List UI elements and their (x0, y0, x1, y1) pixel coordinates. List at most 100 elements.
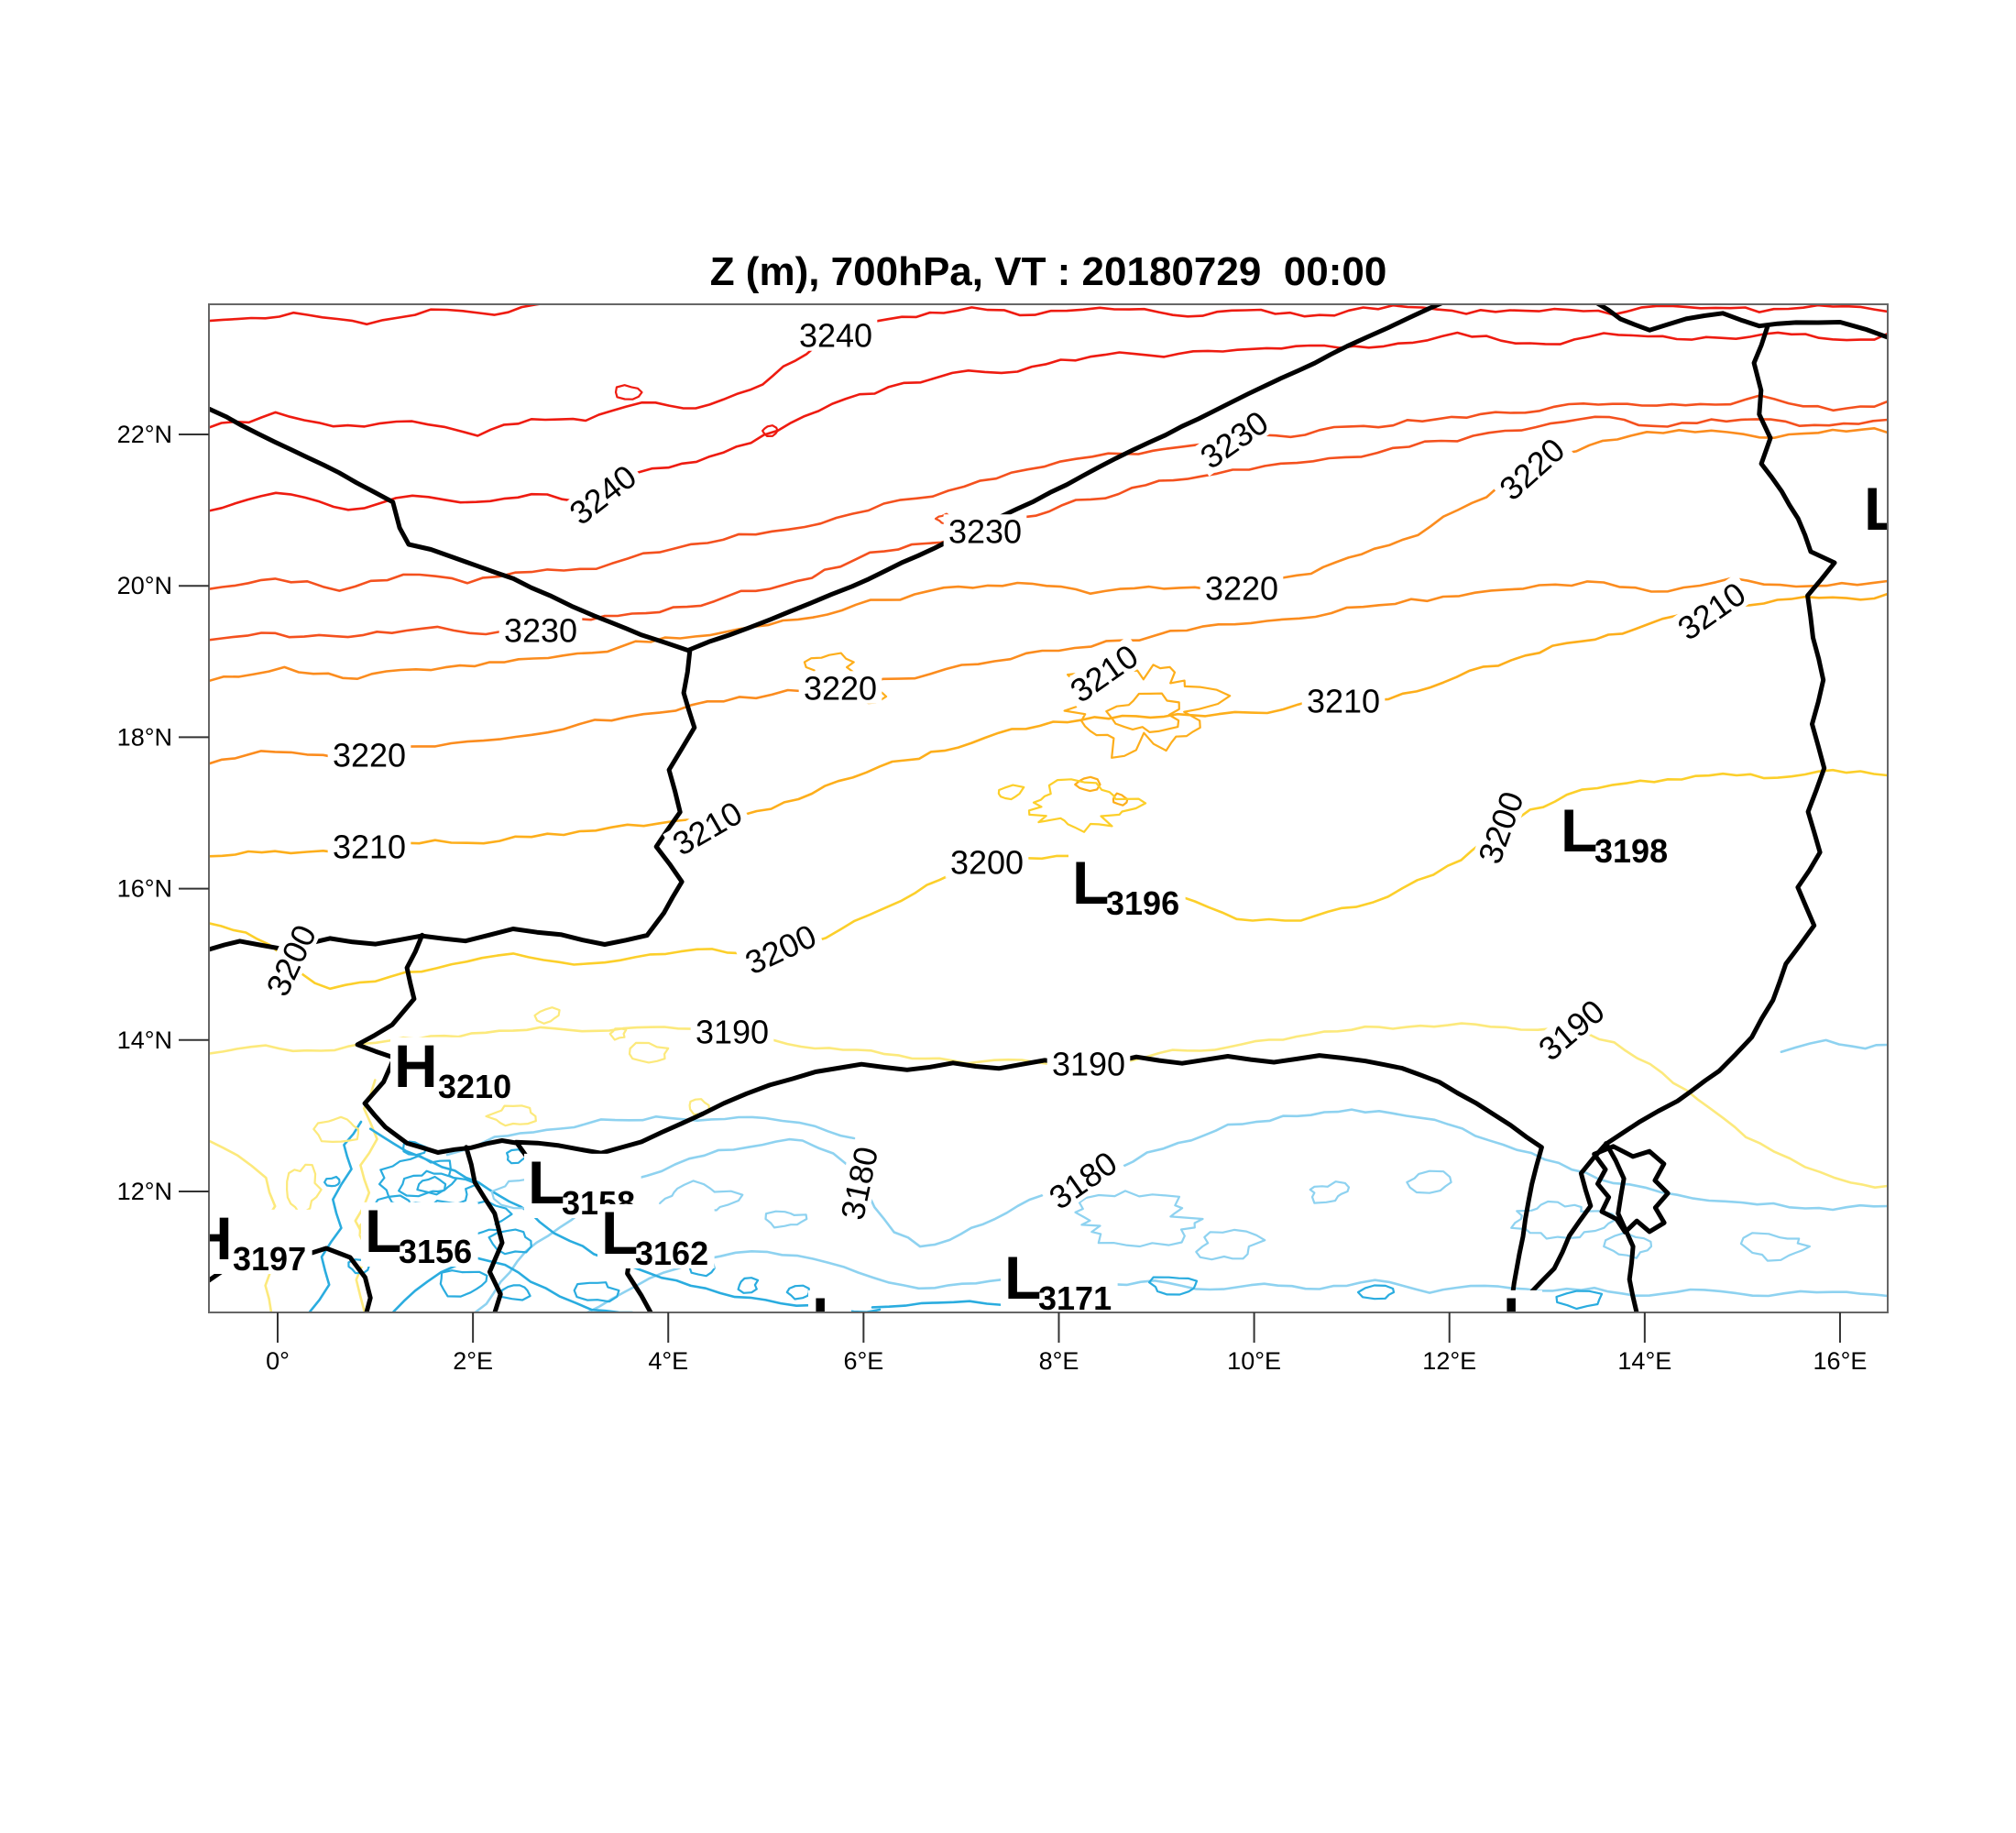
contour-label-group: 3190 (1046, 1045, 1131, 1082)
contour-loop (628, 1041, 670, 1064)
y-tick-label: 12°N (117, 1178, 172, 1205)
contour-line-3170 (871, 1300, 1006, 1309)
contour-label-group: 3190 (690, 1013, 774, 1050)
contour-loop (608, 1027, 628, 1041)
map-interior: 3240 3240 3230 3230 3230 3220 3220 3220 3220 3210… (189, 304, 1888, 1353)
contour-label-group: 3220 (327, 736, 411, 774)
contour-label: 3200 (258, 919, 323, 1002)
contour-label: 3190 (1052, 1045, 1125, 1082)
extremum-letter: H (189, 1204, 233, 1272)
contour-label-group: 3240 (794, 316, 878, 354)
contour-label-group: 3230 (499, 611, 583, 649)
low-marker: L (1499, 1285, 1542, 1312)
contour-loop (761, 424, 779, 437)
low-marker: L (808, 1285, 851, 1353)
contour-label-group: 3180 (833, 1138, 885, 1227)
x-tick-label: 16°E (1813, 1347, 1868, 1375)
contour-loop (402, 1140, 428, 1157)
contour-label: 3210 (333, 828, 406, 865)
contour-loop (1074, 775, 1101, 793)
y-tick-label: 22°N (117, 421, 172, 448)
country-border-lake-chad (1592, 1144, 1671, 1235)
country-border-libya-niger (1594, 304, 1888, 340)
country-border-niger-nigeria (513, 1053, 1544, 1312)
extremum-value: 3156 (399, 1233, 472, 1270)
contour-loop (1510, 1200, 1618, 1240)
high-marker: H 3197 (189, 1204, 312, 1278)
map-frame (208, 303, 1889, 1313)
contour-label-group: 3220 (1489, 428, 1573, 509)
extremum-letter: L (1004, 1244, 1041, 1312)
contour-label: 3210 (1307, 682, 1380, 719)
contour-loop (312, 1115, 360, 1144)
y-tick-label: 20°N (117, 572, 172, 599)
contour-loop (416, 1175, 447, 1196)
country-border-algeria-niger (686, 304, 1445, 653)
contour-loop (533, 1006, 561, 1025)
contour-loop (323, 1175, 341, 1188)
contour-label-group: 3230 (1190, 401, 1277, 477)
contour-label: 3200 (950, 843, 1024, 881)
contour-loop (1195, 1228, 1266, 1261)
contour-loop (737, 1277, 760, 1294)
contour-line-3180 (1780, 1038, 1888, 1053)
contour-loop (1739, 1232, 1812, 1262)
extremum-letter: L (1072, 849, 1109, 916)
contour-loop (1555, 1290, 1604, 1311)
extremum-value: 3198 (1594, 832, 1668, 870)
contour-loop (500, 1284, 531, 1301)
x-tick-label: 10°E (1227, 1347, 1281, 1375)
x-tick-label: 4°E (648, 1347, 688, 1375)
contour-label-group: 3210 (327, 828, 411, 865)
contour-line-3200 (209, 768, 1888, 991)
contour-loop (398, 1169, 458, 1198)
contour-loop (573, 1281, 620, 1303)
plot-title: Z (m), 700hPa, VT : 20180729 00:00 (709, 249, 1387, 294)
contour-label-group: 3210 (1301, 682, 1386, 719)
country-border-togo-benin (464, 1145, 505, 1312)
contour-loop (1406, 1169, 1452, 1194)
country-border-algeria-mali (209, 406, 692, 653)
contour-label: 3230 (504, 611, 577, 649)
x-tick-label: 12°E (1422, 1347, 1476, 1375)
extremum-letter: L (601, 1199, 638, 1267)
contour-line-3230 (209, 415, 1888, 642)
contour-line-3250 (209, 304, 546, 326)
contour-label-group: 3220 (1200, 569, 1284, 607)
extremum-value: 3162 (635, 1235, 708, 1272)
contour-label: 3220 (1205, 569, 1278, 607)
y-tick-label: 14°N (117, 1026, 172, 1054)
extremum-letter: L (1561, 796, 1597, 864)
country-border-mali-niger (209, 648, 697, 952)
contour-loop (614, 384, 643, 401)
contour-label: 3190 (696, 1013, 769, 1050)
extremum-letter: H (394, 1032, 438, 1100)
extremum-letter: L (528, 1148, 564, 1216)
extremum-letter: L (812, 1285, 849, 1353)
contour-label: 3200 (1471, 786, 1531, 868)
y-tick-label: 16°N (117, 875, 172, 903)
y-tick-label: 18°N (117, 723, 172, 751)
contour-loop (439, 1269, 488, 1298)
contour-label: 3220 (804, 669, 877, 707)
contour-label-group: 3200 (1471, 782, 1531, 873)
contour-line-3220 (209, 426, 1888, 683)
contour-line-3180 (585, 1250, 1888, 1312)
contour-loop (1356, 1284, 1396, 1301)
contour-loop (1309, 1180, 1351, 1204)
contour-label-group: 3210 (1060, 635, 1147, 710)
contour-label-group: 3220 (798, 669, 882, 707)
contour-loop (1027, 778, 1147, 833)
extremum-value: 3196 (1106, 884, 1179, 922)
contour-line-3240 (209, 331, 1888, 512)
x-tick-label: 0° (266, 1347, 290, 1375)
contour-line-3230 (209, 394, 1888, 592)
contour-loop (997, 784, 1025, 801)
contour-loop (488, 1228, 532, 1256)
x-tick-label: 6°E (843, 1347, 883, 1375)
contour-line-3210 (209, 592, 1888, 858)
